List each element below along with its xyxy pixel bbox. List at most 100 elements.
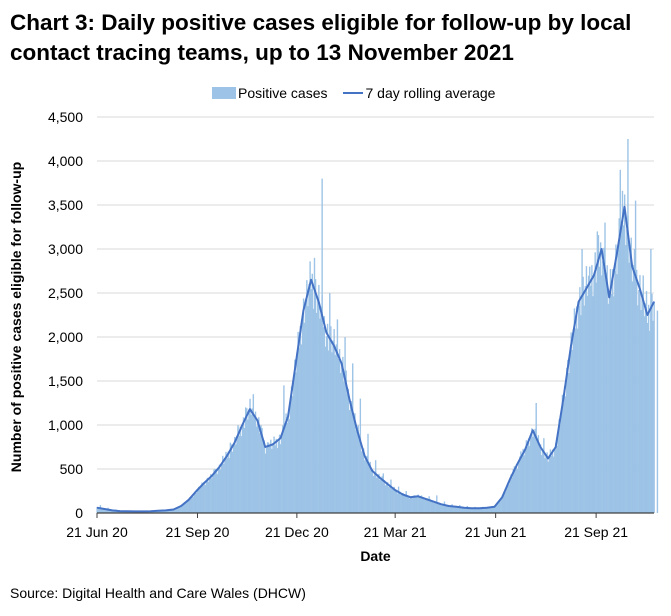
bar bbox=[466, 505, 469, 513]
bar-fill bbox=[467, 507, 470, 513]
bar bbox=[336, 319, 339, 513]
bar-fill bbox=[201, 482, 203, 513]
bar-fill bbox=[559, 424, 561, 513]
line-point bbox=[356, 428, 358, 430]
bar-fill bbox=[548, 455, 550, 513]
line-point bbox=[241, 424, 243, 426]
bar bbox=[183, 504, 186, 513]
bar bbox=[222, 455, 224, 513]
bar-fill bbox=[640, 310, 642, 513]
bar-fill bbox=[198, 486, 200, 513]
bar-fill bbox=[118, 511, 120, 513]
bar bbox=[504, 491, 507, 513]
bar-fill bbox=[258, 417, 260, 513]
rolling-average-line bbox=[96, 205, 655, 513]
line-point bbox=[134, 510, 136, 512]
bar-fill bbox=[542, 451, 544, 513]
bar-fill bbox=[645, 291, 648, 513]
bar-fill bbox=[483, 507, 485, 513]
line-point bbox=[195, 490, 197, 492]
bar-fill bbox=[477, 507, 480, 513]
bar-fill bbox=[182, 503, 185, 513]
bar-fill bbox=[515, 464, 518, 513]
bar-fill bbox=[461, 507, 463, 513]
bar-fill bbox=[518, 462, 520, 513]
bar-fill bbox=[572, 329, 575, 513]
bar bbox=[650, 249, 652, 513]
bar-fill bbox=[391, 489, 393, 513]
bar-fill bbox=[455, 506, 458, 513]
bar-fill bbox=[286, 423, 288, 513]
bar-fill bbox=[386, 482, 389, 513]
line-point bbox=[585, 288, 587, 290]
bar bbox=[497, 505, 499, 513]
bar bbox=[627, 139, 629, 513]
bar-fill bbox=[628, 262, 630, 513]
bar-fill bbox=[487, 507, 489, 513]
bar-fill bbox=[552, 456, 555, 513]
bar bbox=[527, 442, 530, 513]
bar bbox=[367, 433, 369, 513]
bar-fill bbox=[599, 242, 602, 513]
bar-fill bbox=[609, 268, 612, 513]
bar-fill bbox=[317, 298, 319, 513]
bar-fill bbox=[109, 510, 111, 513]
bar-fill bbox=[564, 396, 567, 513]
bar-fill bbox=[610, 293, 613, 513]
bar-fill bbox=[208, 478, 211, 513]
bar-fill bbox=[326, 323, 329, 513]
bar-fill bbox=[560, 410, 563, 513]
bar-fill bbox=[484, 508, 486, 513]
bar bbox=[474, 506, 476, 513]
line-point bbox=[142, 510, 144, 512]
bar-fill bbox=[407, 495, 410, 513]
bar-fill bbox=[314, 279, 317, 513]
line-point bbox=[272, 443, 274, 445]
bar-fill bbox=[412, 498, 414, 513]
bar bbox=[199, 486, 201, 513]
bar-fill bbox=[537, 435, 540, 513]
bar-fill bbox=[97, 508, 99, 513]
bar-fill bbox=[593, 275, 595, 513]
bar-fill bbox=[337, 359, 340, 513]
line-point bbox=[547, 457, 549, 459]
bar-fill bbox=[219, 469, 222, 513]
line-point bbox=[111, 509, 113, 511]
bar-fill bbox=[463, 508, 465, 513]
bar-fill bbox=[357, 425, 359, 513]
bar-fill bbox=[637, 305, 639, 513]
bar-fill bbox=[623, 194, 626, 513]
bar-fill bbox=[514, 470, 517, 513]
bar-fill bbox=[460, 507, 462, 513]
bar-fill bbox=[277, 441, 280, 513]
bar-fill bbox=[571, 349, 573, 513]
bar-fill bbox=[643, 316, 646, 513]
bar-fill bbox=[591, 265, 593, 513]
line-point bbox=[501, 496, 503, 498]
bar-fill bbox=[257, 420, 259, 513]
y-tick-label: 2,500 bbox=[48, 285, 83, 301]
bar-fill bbox=[440, 504, 442, 513]
bar-fill bbox=[247, 419, 249, 513]
bar-fill bbox=[508, 484, 510, 513]
bar-fill bbox=[96, 508, 98, 513]
bar bbox=[558, 429, 560, 513]
bar-fill bbox=[616, 274, 618, 513]
bar-fill bbox=[395, 489, 398, 513]
bar-fill bbox=[335, 344, 338, 513]
bar-fill bbox=[431, 500, 434, 513]
bar-fill bbox=[226, 458, 228, 513]
bar-fill bbox=[574, 328, 577, 513]
bar-fill bbox=[249, 398, 251, 513]
bar-fill bbox=[569, 353, 571, 513]
line-point bbox=[211, 475, 213, 477]
bar-fill bbox=[370, 470, 372, 513]
bar bbox=[359, 398, 362, 513]
bar bbox=[390, 479, 392, 513]
bar bbox=[489, 506, 492, 513]
bar-fill bbox=[334, 354, 336, 513]
bar-fill bbox=[192, 496, 194, 513]
bar-fill bbox=[338, 349, 341, 513]
bar-fill bbox=[261, 427, 263, 513]
bar-fill bbox=[203, 481, 205, 513]
